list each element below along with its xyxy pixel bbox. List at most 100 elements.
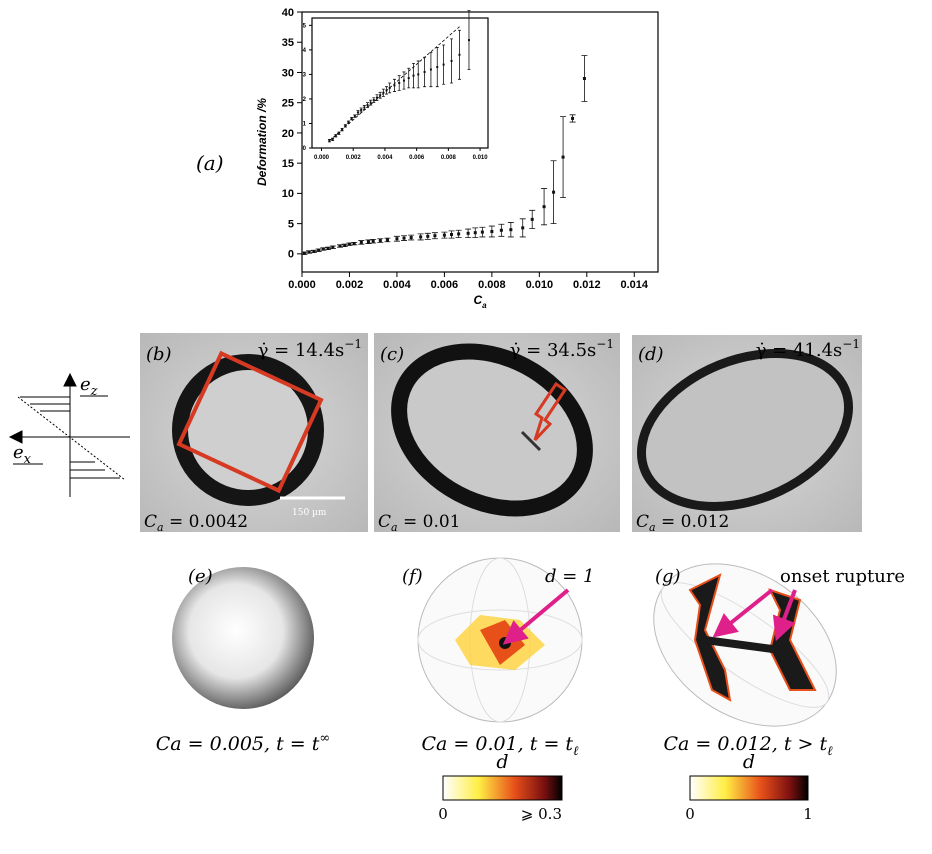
data-point [334,134,337,137]
y-tick-label: 10 [282,188,294,200]
data-point [337,132,340,135]
panel-label: (a) [196,151,224,175]
annotation: d = 1 [545,566,595,587]
y-tick-label: 25 [282,98,294,110]
data-point [409,236,413,240]
data-point [328,139,331,142]
y-tick-label: 40 [282,7,294,19]
shear-rate: γ̇ = 34.5s−1 [510,337,614,361]
data-point [347,242,351,246]
capillary-value: = 0.012 [656,512,730,532]
data-point [366,104,369,107]
data-point [442,233,446,237]
data-point [402,79,405,82]
shear-rate-value: γ̇ = 14.4s [258,340,345,361]
simulation-render [172,557,837,727]
data-point [347,121,350,124]
y-tick-label: 1 [303,122,307,128]
y-axis-label: Deformation /% [255,98,269,186]
data-point [499,228,503,232]
data-point [542,205,546,209]
y-tick-label: 5 [303,23,307,29]
data-point [326,246,330,250]
shear-rate-unit: −1 [842,337,860,351]
y-tick-label: 0 [288,249,294,261]
y-tick-label: 20 [282,128,294,140]
reference-line [329,25,462,141]
data-point [372,99,375,102]
caption: Ca = 0.01, t = tℓ [422,733,580,759]
x-tick-label: 0.002 [346,155,362,161]
x-tick-label: 0.008 [441,155,457,161]
axes-sketch [8,372,130,497]
main-chart: 0.000 0.002 0.004 0.006 0.008 0.010 0.012 0.014… [255,7,659,310]
x-tick-label: 0.002 [336,279,364,291]
photo [140,333,368,532]
caption: Ca = 0.012, t > tℓ [663,733,833,759]
panel-label: (b) [146,344,172,365]
data-point [343,243,347,247]
plot-frame [301,11,659,273]
caption-sub: ℓ [573,744,579,759]
data-point [433,234,437,238]
x-axis-label-main: C [473,293,482,307]
data-point [344,124,347,127]
data-point [582,77,586,81]
panel-label: (d) [638,344,664,365]
photo [632,335,862,532]
panel-label: (f) [402,566,423,587]
x-axis-label-sub: a [482,301,487,310]
capillary-value: = 0.0042 [164,512,249,532]
shear-rate: γ̇ = 14.4s−1 [258,337,362,361]
x-tick-label: 0.006 [431,279,459,291]
y-tick-label: 4 [303,48,307,54]
data-point [402,236,406,240]
data-point [350,117,353,120]
data-point [385,238,389,242]
data-point [467,39,470,42]
data-point [359,240,363,244]
data-point [341,128,344,131]
colorbar-min: 0 [685,805,695,823]
x-tick-label: 0.004 [383,279,411,291]
y-tick-label: 30 [282,67,294,79]
x-tick-label: 0.000 [288,279,316,291]
caption-sup: ∞ [319,731,330,746]
data-point [466,231,470,235]
y-tick-label: 15 [282,158,294,170]
caption-main: Ca = 0.01, t = t [422,733,574,755]
scale-bar-label: 150 µm [292,508,327,518]
y-tick-label: 5 [288,218,294,230]
data-point [317,248,321,252]
data-point [426,234,430,238]
capillary-sub: a [649,521,656,534]
y-tick-label: 3 [303,73,307,79]
data-point [429,68,432,71]
axis-label: ez [80,374,98,399]
data-point [353,115,356,118]
capillary-symbol: C [636,512,649,532]
photo [374,333,620,532]
capillary-value: = 0.01 [398,512,461,532]
annotation: onset rupture [780,566,905,587]
capillary-label: Ca = 0.012 [636,512,729,534]
data-point [450,233,454,237]
shear-rate-value: γ̇ = 41.4s [756,340,843,361]
data-point [307,250,311,254]
y-tick-label: 2 [303,97,307,103]
shear-rate-unit: −1 [596,337,614,351]
data-point [376,96,379,99]
caption-main: Ca = 0.005, t = t [156,733,320,755]
x-tick-label: 0.004 [377,155,393,161]
caption-sub: ℓ [827,744,833,759]
capillary-label: Ca = 0.01 [378,512,460,534]
data-point [378,239,382,243]
data-point [302,251,306,255]
data-point [363,106,366,109]
data-point [360,108,363,111]
data-point [419,235,423,239]
data-point [388,86,391,89]
data-point [407,77,410,80]
data-point [395,237,399,241]
